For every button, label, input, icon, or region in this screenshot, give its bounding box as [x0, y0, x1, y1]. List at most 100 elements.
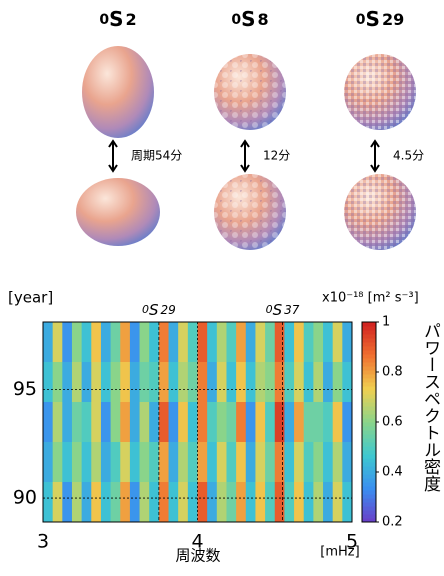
colorbar-segment: [362, 398, 376, 403]
heatmap-cell: [178, 362, 188, 403]
colorbar-segment: [362, 426, 376, 431]
heatmap-cell: [120, 362, 130, 403]
colorbar-segment: [362, 458, 376, 463]
colorbar-segment: [362, 478, 376, 483]
colorbar-segment: [362, 434, 376, 439]
heatmap-cell: [82, 442, 92, 483]
heatmap-cell: [304, 362, 314, 403]
heatmap-cell: [255, 362, 265, 403]
heatmap-cell: [304, 442, 314, 483]
sphere: [82, 46, 154, 138]
figure: 0S2周期54分0S812分0S294.5分 34590950S290S37[y…: [0, 0, 444, 576]
heatmap-cell: [91, 402, 101, 443]
heatmap-cell: [342, 322, 352, 363]
heatmap-cell: [130, 442, 140, 483]
heatmap-cell: [217, 402, 227, 443]
heatmap-cell: [323, 402, 333, 443]
heatmap-cell: [246, 442, 256, 483]
heatmap-cell: [226, 482, 236, 523]
colorbar-tick-label: 0.4: [382, 465, 403, 480]
colorbar-segment: [362, 442, 376, 447]
colorbar-segment: [362, 402, 376, 407]
heatmap-cell: [275, 442, 285, 483]
heatmap-cell: [323, 442, 333, 483]
heatmap-cell: [304, 322, 314, 363]
mode-degree: 37: [284, 303, 300, 317]
heatmap-cell: [255, 322, 265, 363]
heatmap-cell: [294, 362, 304, 403]
colorbar-segment: [362, 326, 376, 331]
heatmap-cell: [217, 322, 227, 363]
heatmap-cell: [255, 482, 265, 523]
heatmap-cell: [255, 402, 265, 443]
heatmap-cell: [226, 402, 236, 443]
sphere-texture: [344, 54, 416, 130]
annotation-label: 0S37: [266, 301, 300, 319]
colorbar-segment: [362, 394, 376, 399]
heatmap-cell: [236, 322, 246, 363]
heatmap-cell: [198, 482, 208, 523]
heatmap-cell: [323, 322, 333, 363]
mode-degree: 8: [258, 10, 269, 29]
heatmap-cell: [91, 322, 101, 363]
heatmap-cell: [72, 482, 82, 523]
arrow: [241, 141, 249, 171]
heatmap-cell: [82, 482, 92, 523]
heatmap-cell: [111, 442, 121, 483]
mode-order: 0: [142, 303, 149, 316]
heatmap-cell: [188, 442, 198, 483]
heatmap-cell: [236, 362, 246, 403]
heatmap-cell: [323, 362, 333, 403]
heatmap-cell: [169, 402, 179, 443]
heatmap-cell: [198, 322, 208, 363]
heatmap-cell: [82, 322, 92, 363]
heatmap-cell: [333, 442, 343, 483]
heatmap-cell: [294, 322, 304, 363]
colorbar-segment: [362, 450, 376, 455]
mode-letter: S: [149, 301, 159, 319]
heatmap-cell: [275, 362, 285, 403]
heatmap-cell: [169, 442, 179, 483]
heatmap-cell: [294, 482, 304, 523]
x-tick-label: 3: [37, 531, 49, 553]
heatmap-cell: [265, 482, 275, 523]
heatmap-cell: [275, 322, 285, 363]
heatmap-cell: [111, 322, 121, 363]
heatmap-cell: [275, 402, 285, 443]
heatmap-cell: [101, 442, 111, 483]
heatmap-cell: [188, 482, 198, 523]
colorbar-segment: [362, 506, 376, 511]
colorbar-segment: [362, 490, 376, 495]
x-axis-label: 周波数: [175, 547, 220, 565]
heatmap-cell: [188, 322, 198, 363]
period-label: 4.5分: [393, 149, 424, 163]
heatmap-cell: [169, 362, 179, 403]
heatmap-cell: [236, 442, 246, 483]
heatmap-cell: [149, 482, 159, 523]
heatmap-cell: [207, 362, 217, 403]
colorbar-segment: [362, 414, 376, 419]
heatmap-cell: [178, 442, 188, 483]
heatmap-cell: [284, 402, 294, 443]
colorbar-segment: [362, 382, 376, 387]
heatmap-cell: [313, 442, 323, 483]
colorbar-segment: [362, 338, 376, 343]
heatmap-cell: [246, 362, 256, 403]
colorbar-segment: [362, 462, 376, 467]
heatmap-cell: [72, 362, 82, 403]
heatmap-cell: [226, 362, 236, 403]
heatmap-cell: [284, 442, 294, 483]
heatmap-cell: [284, 362, 294, 403]
mode-degree: 29: [382, 10, 404, 29]
colorbar-segment: [362, 342, 376, 347]
heatmap-cell: [304, 482, 314, 523]
mode-letter: S: [366, 7, 380, 31]
mode-order: 0: [356, 12, 366, 28]
heatmap-cell: [265, 322, 275, 363]
colorbar-segment: [362, 446, 376, 451]
heatmap-cell: [198, 442, 208, 483]
heatmap-cell: [62, 322, 72, 363]
heatmap-cell: [265, 442, 275, 483]
colorbar-tick-label: 0.8: [382, 365, 403, 380]
heatmap-cell: [149, 362, 159, 403]
